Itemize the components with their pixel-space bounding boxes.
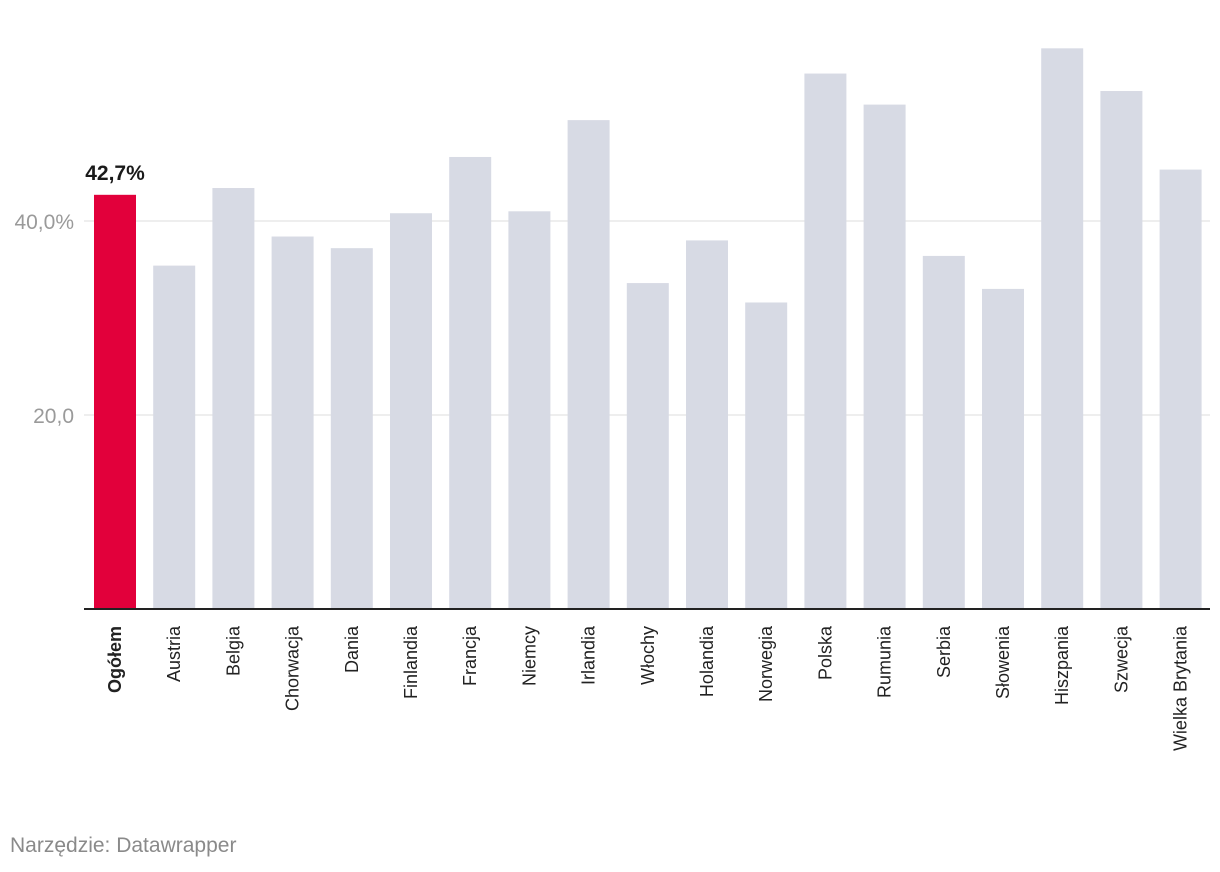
bar-4 [330, 248, 373, 609]
bar-3 [271, 236, 314, 609]
x-tick-label-2: Belgia [223, 625, 243, 676]
bar-14 [922, 255, 965, 610]
x-tick-label-11: Norwegia [756, 625, 776, 702]
source-note: Narzędzie: Datawrapper [10, 834, 237, 857]
bar-9 [626, 283, 669, 609]
bar-10 [686, 240, 728, 609]
x-tick-label-9: Włochy [638, 626, 658, 685]
x-tick-label-1: Austria [164, 625, 184, 682]
x-tick-label-6: Francja [460, 625, 480, 686]
x-tick-label-5: Finlandia [401, 625, 421, 699]
x-tick-label-14: Serbia [934, 625, 954, 678]
bar-13 [863, 104, 906, 609]
y-tick-label: 40,0% [14, 211, 74, 234]
bar-15 [982, 288, 1024, 609]
x-tick-label-17: Szwecja [1111, 625, 1131, 693]
bar-5 [390, 213, 432, 610]
x-tick-label-4: Dania [342, 625, 362, 673]
x-tick-label-3: Chorwacja [283, 625, 303, 711]
x-tick-label-15: Słowenia [993, 625, 1013, 699]
bar-16 [1041, 48, 1084, 609]
x-tick-label-13: Rumunia [875, 625, 895, 698]
bar-17 [1100, 91, 1143, 609]
highlight-value-label: 42,7% [85, 162, 145, 185]
x-tick-label-12: Polska [815, 625, 835, 680]
bar-8 [567, 120, 610, 610]
bar-6 [449, 156, 492, 610]
bar-12 [804, 73, 847, 609]
x-tick-label-7: Niemcy [519, 626, 539, 686]
x-tick-label-16: Hiszpania [1052, 625, 1072, 705]
x-tick-label-0: Ogółem [105, 626, 125, 693]
bar-7 [508, 211, 551, 610]
y-tick-label: 20,0 [33, 405, 74, 428]
bar-11 [745, 302, 788, 609]
bar-2 [212, 188, 255, 609]
bar-0 [94, 194, 136, 609]
x-tick-label-10: Holandia [697, 625, 717, 697]
x-tick-label-18: Wielka Brytania [1171, 625, 1191, 751]
bar-1 [153, 265, 196, 609]
bar-18 [1159, 169, 1202, 609]
x-tick-label-8: Irlandia [579, 625, 599, 685]
